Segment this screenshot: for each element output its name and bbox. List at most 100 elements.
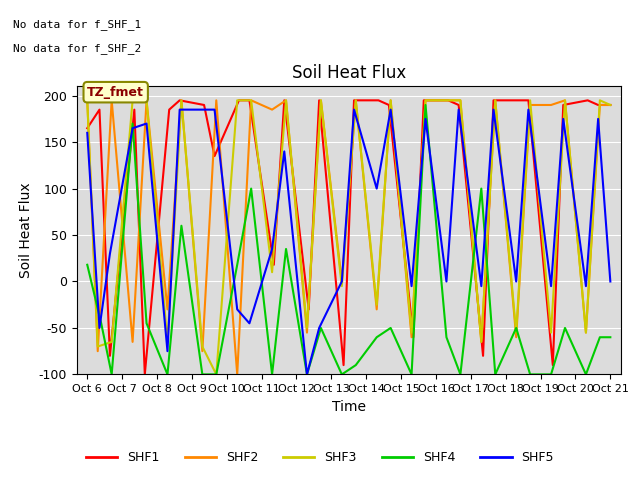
SHF5 <box>477 283 485 289</box>
SHF4 <box>477 186 485 192</box>
SHF1 <box>514 97 522 103</box>
SHF5 <box>559 116 567 122</box>
SHF3 <box>317 97 324 103</box>
SHF5 <box>338 278 346 284</box>
SHF3 <box>513 330 520 336</box>
SHF2 <box>561 97 569 103</box>
SHF1 <box>235 97 243 103</box>
SHF4 <box>303 372 311 377</box>
SHF4 <box>561 325 569 331</box>
SHF4 <box>108 372 115 377</box>
SHF5 <box>525 107 532 112</box>
SHF2 <box>129 339 136 345</box>
SHF5 <box>422 116 429 122</box>
SHF2 <box>373 307 381 312</box>
SHF2 <box>477 339 485 345</box>
SHF2 <box>582 330 590 336</box>
SHF5 <box>408 283 415 289</box>
SHF5 <box>198 107 206 112</box>
SHF3 <box>303 325 311 331</box>
SHF4 <box>143 321 150 326</box>
SHF2 <box>547 102 555 108</box>
SHF5 <box>582 283 590 289</box>
SHF1 <box>410 335 417 340</box>
SHF2 <box>177 97 185 103</box>
SHF5 <box>129 125 136 131</box>
SHF2 <box>143 97 150 103</box>
SHF5 <box>95 325 103 331</box>
SHF3 <box>83 97 91 103</box>
SHF1 <box>246 97 253 103</box>
SHF3 <box>561 97 569 103</box>
SHF4 <box>234 262 241 268</box>
SHF5 <box>234 307 241 312</box>
SHF4 <box>582 372 590 377</box>
Title: Soil Heat Flux: Soil Heat Flux <box>292 64 406 82</box>
SHF5 <box>350 107 358 112</box>
SHF1 <box>525 97 532 103</box>
SHF3 <box>198 344 206 349</box>
SHF1 <box>305 307 312 312</box>
SHF5 <box>303 372 311 377</box>
SHF1 <box>176 97 184 103</box>
SHF1 <box>559 102 567 108</box>
X-axis label: Time: Time <box>332 400 366 414</box>
SHF5 <box>443 278 451 284</box>
SHF1 <box>95 107 103 112</box>
Y-axis label: Soil Heat Flux: Soil Heat Flux <box>19 182 33 278</box>
SHF4 <box>212 372 220 377</box>
SHF5 <box>83 130 91 136</box>
SHF1 <box>549 362 557 368</box>
SHF1 <box>420 97 428 103</box>
SHF3 <box>373 302 381 308</box>
SHF3 <box>443 97 451 103</box>
Line: SHF3: SHF3 <box>87 100 611 374</box>
Line: SHF1: SHF1 <box>87 100 611 374</box>
SHF3 <box>177 97 185 103</box>
SHF5 <box>607 278 614 284</box>
SHF5 <box>513 278 520 284</box>
SHF3 <box>526 97 534 103</box>
SHF2 <box>212 97 220 103</box>
SHF2 <box>408 335 415 340</box>
SHF3 <box>212 372 220 377</box>
SHF3 <box>338 283 346 289</box>
SHF3 <box>282 97 290 103</box>
SHF5 <box>373 186 381 192</box>
SHF3 <box>143 97 150 103</box>
SHF1 <box>479 353 487 359</box>
SHF1 <box>280 97 288 103</box>
SHF4 <box>443 335 451 340</box>
SHF5 <box>316 325 323 331</box>
SHF4 <box>513 325 520 331</box>
SHF3 <box>408 330 415 336</box>
SHF5 <box>547 283 555 289</box>
SHF4 <box>129 120 136 126</box>
SHF4 <box>526 372 534 377</box>
SHF3 <box>234 97 241 103</box>
SHF1 <box>200 102 208 108</box>
SHF1 <box>584 97 591 103</box>
SHF1 <box>490 97 497 103</box>
SHF2 <box>352 97 360 103</box>
SHF4 <box>247 186 255 192</box>
Line: SHF2: SHF2 <box>87 100 611 374</box>
SHF4 <box>607 335 614 340</box>
SHF3 <box>108 339 115 345</box>
SHF2 <box>526 102 534 108</box>
SHF5 <box>106 251 114 256</box>
Line: SHF5: SHF5 <box>87 109 611 374</box>
Text: TZ_fmet: TZ_fmet <box>87 86 144 99</box>
SHF1 <box>83 125 91 131</box>
SHF5 <box>246 321 253 326</box>
SHF2 <box>422 97 429 103</box>
SHF5 <box>164 348 172 354</box>
SHF3 <box>268 269 276 275</box>
SHF4 <box>177 223 185 228</box>
SHF1 <box>374 97 382 103</box>
SHF4 <box>352 362 360 368</box>
SHF2 <box>492 97 499 103</box>
SHF2 <box>513 335 520 340</box>
SHF3 <box>94 344 102 349</box>
SHF2 <box>198 348 206 354</box>
